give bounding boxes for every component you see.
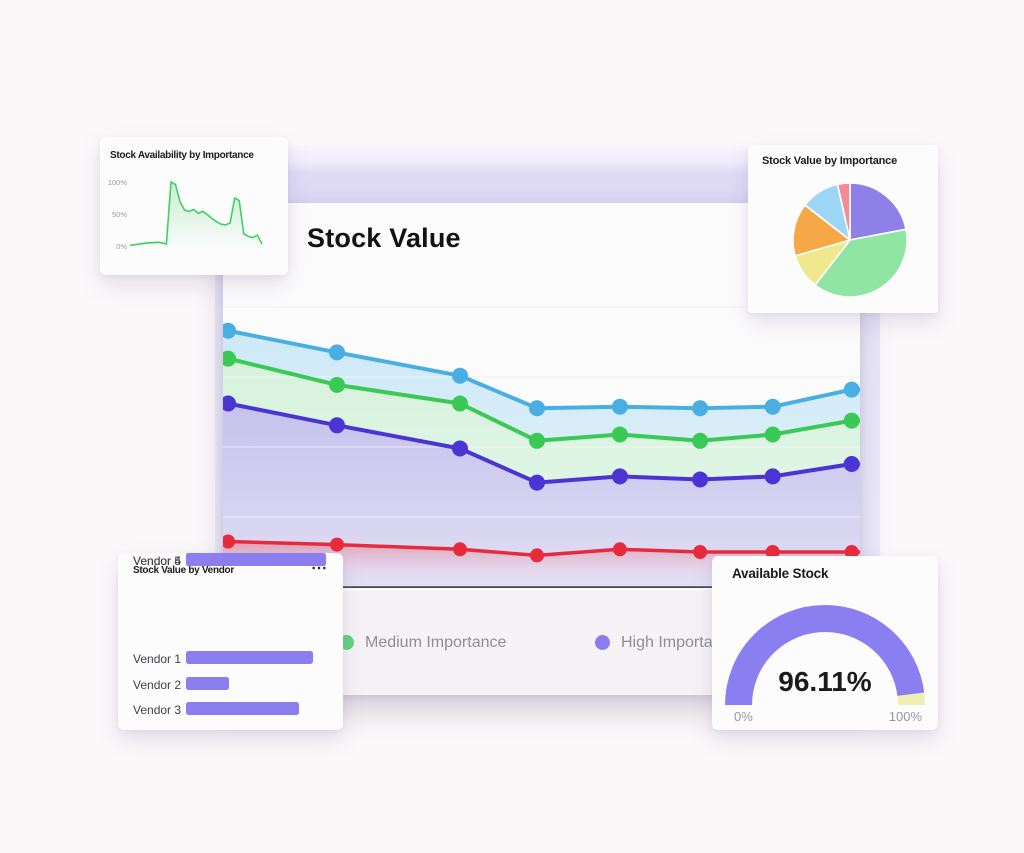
- legend-label-medium-importance: Medium Importance: [365, 633, 507, 651]
- gauge-max-label: 100%: [888, 709, 922, 724]
- availability-card-title: Stock Availability by Importance: [110, 150, 254, 161]
- stock-value-line-chart: [223, 306, 860, 588]
- spark-area: [130, 182, 262, 247]
- legend-item-high-importance[interactable]: High Importance: [595, 590, 738, 695]
- y-tick-50: 50%: [111, 210, 127, 219]
- vendor-row: Vendor 3: [133, 702, 329, 717]
- gauge-min-label: 0%: [734, 709, 753, 724]
- sky-points: [223, 322, 860, 417]
- availability-area-chart: [129, 181, 263, 247]
- indigo-line: [223, 401, 860, 485]
- gauge-card-title: Available Stock: [732, 566, 829, 581]
- y-tick-100: 100%: [107, 178, 127, 187]
- green-line: [223, 356, 860, 443]
- vendor-bar-track: [186, 702, 326, 715]
- pie-slice-green: [814, 228, 908, 298]
- vendor-row: Vendor 5: [133, 553, 329, 568]
- vendor-bar: [186, 553, 314, 566]
- legend-label-high-importance: High Importance: [621, 633, 739, 651]
- vendor-bar: [186, 677, 230, 690]
- pie-slice-purple: [849, 182, 907, 241]
- indigo-area: [223, 403, 860, 588]
- vendor-bar-track: [186, 677, 326, 690]
- vendor-label: Vendor 1: [133, 652, 182, 666]
- green-points: [223, 350, 860, 449]
- vendor-label: Vendor 4: [133, 554, 182, 568]
- vendor-label: Vendor 3: [133, 703, 182, 717]
- red-points: [223, 534, 859, 563]
- vendor-bar: [186, 702, 300, 715]
- vendor-card-title: Stock Value by Vendor: [133, 565, 234, 576]
- pie-slice-pink: [836, 182, 851, 241]
- spark-line: [129, 181, 263, 247]
- vendor-bar-track: [186, 553, 326, 566]
- sky-line: [223, 328, 860, 411]
- importance-pie-chart: [792, 182, 908, 298]
- vendor-row: Vendor 1: [133, 651, 329, 666]
- available-stock-card: Available Stock 96.11% 0% 100%: [712, 556, 938, 730]
- stock-value-by-importance-card: Stock Value by Importance: [748, 145, 938, 313]
- legend-dot-high-importance: [595, 635, 610, 650]
- gauge-fill: [725, 605, 925, 706]
- vendor-label: Vendor 2: [133, 678, 182, 692]
- red-line: [223, 539, 860, 558]
- pie-slice-orange: [792, 204, 851, 257]
- stock-value-by-vendor-card: Stock Value by Vendor ⋯ Vendor 1 Vendor …: [118, 553, 343, 730]
- available-stock-gauge: [725, 605, 925, 706]
- legend-item-medium-importance[interactable]: Medium Importance: [339, 590, 506, 695]
- indigo-points: [223, 395, 860, 491]
- page-title: Stock Value: [307, 223, 461, 253]
- vendor-label: Vendor 5: [133, 554, 182, 568]
- stock-availability-card: Stock Availability by Importance 100% 50…: [100, 137, 288, 275]
- pie-card-title: Stock Value by Importance: [762, 155, 897, 167]
- vendor-row: Vendor 2: [133, 677, 329, 692]
- vendor-bar: [186, 651, 314, 664]
- gauge-value: 96.11%: [778, 666, 872, 697]
- y-tick-0: 0%: [116, 242, 127, 251]
- vendor-bar-track: [186, 651, 326, 664]
